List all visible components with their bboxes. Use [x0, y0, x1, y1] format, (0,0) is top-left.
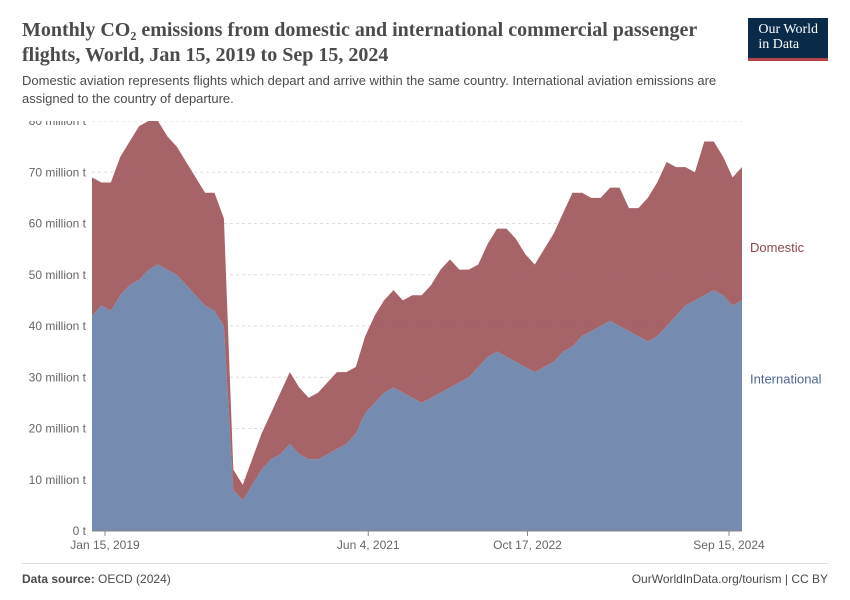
source-label: Data source: — [22, 572, 95, 586]
x-tick-label: Jun 4, 2021 — [337, 538, 400, 552]
y-tick-label: 20 million t — [29, 422, 87, 436]
series-label-domestic: Domestic — [750, 240, 805, 255]
footer-source: Data source: OECD (2024) — [22, 572, 171, 586]
x-tick-label: Sep 15, 2024 — [693, 538, 765, 552]
chart-container: 0 t 10 million t 20 million t 30 million t 4… — [22, 121, 828, 555]
y-tick-label: 10 million t — [29, 473, 87, 487]
owid-logo: Our World in Data — [748, 18, 828, 61]
source-value: OECD (2024) — [98, 572, 171, 586]
page-title: Monthly CO₂ emissions from domestic and … — [22, 18, 702, 68]
footer: Data source: OECD (2024) OurWorldInData.… — [22, 563, 828, 586]
y-tick-label: 60 million t — [29, 217, 87, 231]
y-tick-label: 40 million t — [29, 319, 87, 333]
page-subtitle: Domestic aviation represents flights whi… — [22, 72, 762, 107]
y-tick-label: 80 million t — [29, 121, 87, 128]
y-tick-label: 30 million t — [29, 370, 87, 384]
logo-line2: in Data — [758, 37, 799, 52]
logo-line1: Our World — [758, 22, 818, 37]
header: Our World in Data Monthly CO₂ emissions … — [22, 18, 828, 107]
emissions-area-chart: 0 t 10 million t 20 million t 30 million t 4… — [22, 121, 828, 555]
series-label-international: International — [750, 371, 822, 386]
y-tick-label: 0 t — [73, 524, 87, 538]
x-tick-label: Jan 15, 2019 — [70, 538, 140, 552]
x-tick-label: Oct 17, 2022 — [493, 538, 562, 552]
footer-attribution: OurWorldInData.org/tourism | CC BY — [632, 572, 828, 586]
y-tick-label: 50 million t — [29, 268, 87, 282]
y-tick-label: 70 million t — [29, 165, 87, 179]
